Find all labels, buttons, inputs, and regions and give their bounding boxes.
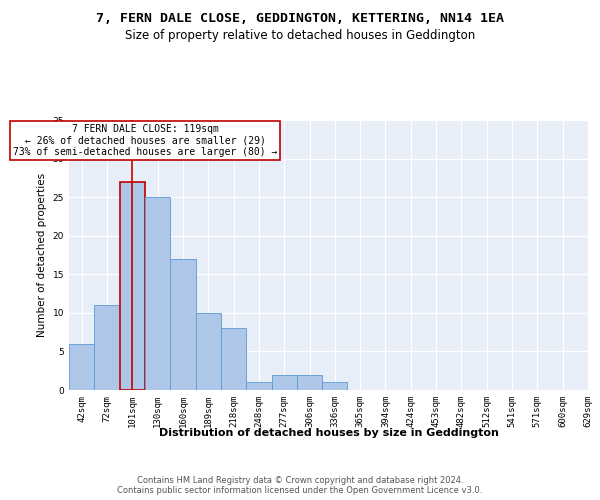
Bar	[297, 374, 322, 390]
Bar	[145, 197, 170, 390]
Text: 7, FERN DALE CLOSE, GEDDINGTON, KETTERING, NN14 1EA: 7, FERN DALE CLOSE, GEDDINGTON, KETTERIN…	[96, 12, 504, 26]
Bar	[272, 374, 297, 390]
Bar	[246, 382, 272, 390]
Bar	[170, 259, 196, 390]
Text: 7 FERN DALE CLOSE: 119sqm
← 26% of detached houses are smaller (29)
73% of semi-: 7 FERN DALE CLOSE: 119sqm ← 26% of detac…	[13, 124, 277, 157]
Bar	[94, 305, 119, 390]
Y-axis label: Number of detached properties: Number of detached properties	[37, 173, 47, 337]
Text: Contains HM Land Registry data © Crown copyright and database right 2024.
Contai: Contains HM Land Registry data © Crown c…	[118, 476, 482, 495]
Text: Distribution of detached houses by size in Geddington: Distribution of detached houses by size …	[159, 428, 499, 438]
Bar	[69, 344, 94, 390]
Bar	[322, 382, 347, 390]
Bar	[221, 328, 246, 390]
Bar	[196, 313, 221, 390]
Text: Size of property relative to detached houses in Geddington: Size of property relative to detached ho…	[125, 29, 475, 42]
Bar	[119, 182, 145, 390]
